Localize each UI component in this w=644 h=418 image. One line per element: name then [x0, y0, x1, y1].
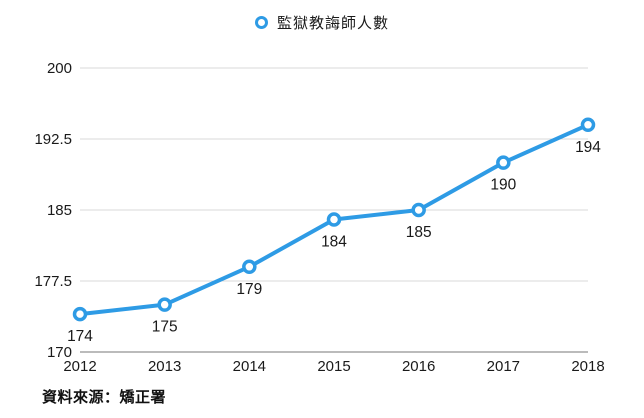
data-label: 175	[152, 319, 178, 336]
data-label: 174	[67, 328, 93, 345]
x-tick-label: 2017	[487, 358, 520, 375]
data-label: 179	[236, 281, 262, 298]
x-tick-label: 2016	[402, 358, 435, 375]
data-point-marker	[580, 117, 596, 133]
data-point-marker	[157, 297, 172, 312]
data-point-marker	[411, 202, 426, 218]
x-tick-label: 2014	[233, 358, 266, 375]
data-label: 190	[490, 177, 516, 194]
data-point-marker	[72, 306, 88, 322]
legend-label: 監獄教誨師人數	[276, 15, 389, 32]
y-tick-label: 185	[47, 202, 72, 219]
x-tick-label: 2015	[317, 358, 350, 375]
chart-legend: 監獄教誨師人數	[0, 12, 644, 33]
x-tick-label: 2012	[63, 358, 96, 375]
y-tick-label: 177.5	[34, 273, 72, 290]
data-label: 184	[321, 233, 347, 250]
x-tick-label: 2013	[148, 358, 181, 375]
x-tick-label: 2018	[571, 358, 604, 375]
y-tick-label: 192.5	[34, 131, 72, 148]
data-point-marker	[242, 259, 257, 275]
line-chart: 170 177.5 185 192.5 200 2012 2013 2014 2015 2016 2…	[34, 60, 604, 375]
data-point-marker	[326, 212, 342, 227]
legend-ring-icon	[254, 16, 268, 29]
data-point-marker	[496, 155, 511, 170]
y-tick-label: 200	[47, 60, 72, 77]
data-label: 194	[575, 139, 601, 156]
source-note: 資料來源：矯正署	[42, 389, 167, 406]
data-label: 185	[406, 224, 432, 241]
y-tick-label: 170	[47, 344, 72, 361]
